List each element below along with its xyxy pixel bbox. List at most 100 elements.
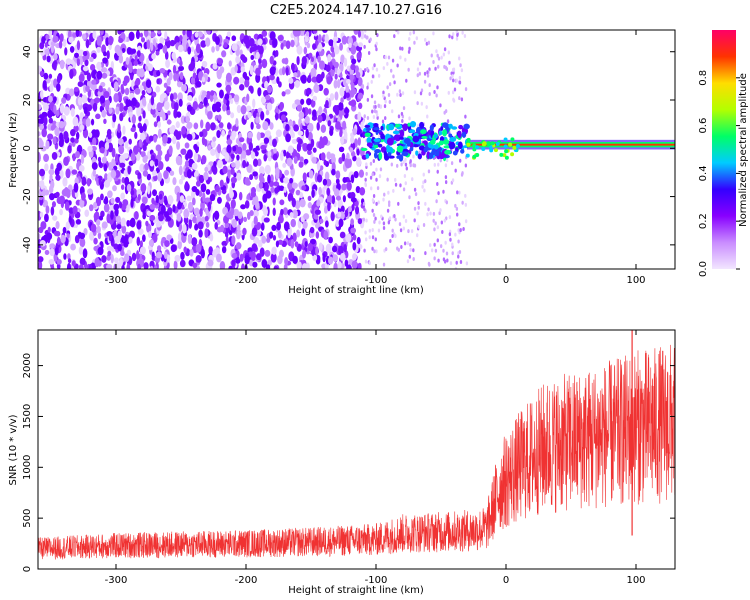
- heatmap-cell: [252, 98, 256, 109]
- x-tick-label: -100: [365, 575, 388, 586]
- heatmap-cell: [472, 147, 477, 152]
- heatmap-cell: [417, 201, 420, 206]
- heatmap-cell: [41, 111, 48, 118]
- heatmap-cell: [349, 191, 356, 199]
- heatmap-cell: [401, 151, 409, 157]
- heatmap-cell: [59, 208, 63, 216]
- heatmap-cell: [319, 218, 324, 224]
- heatmap-cell: [216, 129, 221, 139]
- heatmap-cell: [150, 95, 155, 106]
- heatmap-cell: [339, 42, 343, 51]
- spectrogram-x-axis-label: Height of straight line (km): [288, 285, 424, 296]
- heatmap-cell: [448, 60, 451, 65]
- heatmap-cell: [215, 253, 222, 263]
- heatmap-cell: [346, 79, 351, 85]
- heatmap-cell: [231, 43, 238, 52]
- heatmap-cell: [52, 35, 59, 43]
- heatmap-cell: [255, 253, 262, 261]
- heatmap-cell: [291, 138, 298, 144]
- heatmap-cell: [289, 212, 294, 218]
- heatmap-cell: [425, 105, 428, 110]
- heatmap-cell: [84, 209, 90, 217]
- heatmap-cell: [265, 109, 270, 116]
- heatmap-cell: [442, 52, 446, 57]
- heatmap-cell: [404, 57, 407, 62]
- heatmap-cell: [290, 239, 295, 249]
- heatmap-cell: [56, 259, 62, 265]
- heatmap-cell: [203, 97, 208, 106]
- heatmap-cell: [416, 67, 420, 72]
- heatmap-cell: [427, 40, 431, 45]
- x-tick-label: -300: [105, 575, 128, 586]
- heatmap-cell: [284, 169, 290, 176]
- heatmap-cell: [458, 96, 461, 101]
- colorbar-tick-label: 0.8: [698, 70, 709, 86]
- heatmap-cell: [451, 178, 455, 183]
- heatmap-cell: [192, 197, 196, 206]
- heatmap-cell: [413, 40, 416, 45]
- heatmap-cell: [459, 228, 462, 233]
- heatmap-cell: [349, 147, 354, 153]
- heatmap-cell: [40, 89, 44, 99]
- heatmap-cell: [362, 119, 365, 124]
- heatmap-cell: [192, 101, 198, 110]
- heatmap-cell: [85, 117, 91, 127]
- heatmap-cell: [112, 113, 117, 123]
- heatmap-cell: [454, 232, 457, 237]
- heatmap-cell: [348, 206, 352, 213]
- heatmap-cell: [103, 203, 110, 213]
- heatmap-cell: [295, 189, 301, 196]
- heatmap-cell: [448, 34, 451, 39]
- heatmap-cell: [230, 199, 236, 209]
- heatmap-cell: [307, 122, 314, 132]
- heatmap-cell: [195, 180, 201, 187]
- heatmap-cell: [219, 261, 226, 269]
- heatmap-cell: [198, 103, 204, 109]
- heatmap-cell: [223, 42, 228, 49]
- heatmap-cell: [343, 57, 348, 67]
- heatmap-cell: [416, 73, 419, 78]
- heatmap-cell: [426, 73, 430, 78]
- heatmap-cell: [464, 114, 467, 119]
- heatmap-cell: [457, 254, 460, 259]
- heatmap-cell: [221, 148, 226, 156]
- heatmap-cell: [444, 65, 448, 70]
- heatmap-cell: [289, 177, 294, 184]
- heatmap-cell: [75, 30, 80, 38]
- heatmap-cell: [384, 55, 387, 60]
- heatmap-cell: [394, 217, 397, 222]
- heatmap-cell: [279, 199, 285, 206]
- heatmap-cell: [106, 263, 113, 269]
- heatmap-cell: [457, 141, 463, 150]
- heatmap-cell: [162, 113, 166, 122]
- heatmap-cell: [136, 220, 142, 230]
- heatmap-cell: [113, 257, 119, 264]
- heatmap-cell: [415, 36, 419, 41]
- heatmap-cell: [153, 174, 158, 182]
- heatmap-cell: [340, 205, 345, 213]
- heatmap-cell: [129, 217, 136, 228]
- heatmap-cell: [147, 185, 151, 195]
- heatmap-cell: [292, 255, 298, 264]
- heatmap-cell: [215, 44, 220, 52]
- heatmap-cell: [322, 178, 328, 186]
- heatmap-cell: [67, 145, 72, 154]
- heatmap-cell: [406, 241, 410, 246]
- heatmap-cell: [310, 67, 317, 78]
- heatmap-cell: [448, 142, 456, 150]
- heatmap-cell: [360, 147, 368, 152]
- snr-panel: -300 -200 -100 0 100 0 500 1000 1500 2000 Height…: [8, 329, 676, 596]
- heatmap-cell: [125, 98, 130, 108]
- heatmap-cell: [225, 212, 232, 218]
- heatmap-cell: [449, 136, 457, 142]
- heatmap-cell: [75, 219, 82, 225]
- heatmap-cell: [217, 57, 224, 65]
- heatmap-cell: [404, 162, 408, 167]
- heatmap-cell: [439, 208, 442, 213]
- heatmap-cell: [438, 211, 441, 216]
- heatmap-cell: [339, 253, 346, 262]
- heatmap-cell: [92, 137, 97, 146]
- heatmap-cell: [482, 141, 487, 146]
- heatmap-cell: [155, 251, 162, 259]
- heatmap-cell: [368, 235, 371, 240]
